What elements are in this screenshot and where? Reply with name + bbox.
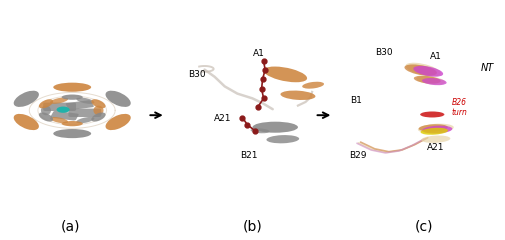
Text: (a): (a) (61, 220, 80, 234)
Text: B29: B29 (349, 151, 366, 161)
FancyBboxPatch shape (43, 102, 76, 111)
Ellipse shape (39, 113, 53, 122)
Ellipse shape (106, 114, 131, 130)
Ellipse shape (53, 129, 91, 138)
Ellipse shape (413, 66, 443, 77)
Ellipse shape (264, 66, 307, 82)
Ellipse shape (280, 90, 316, 100)
Text: A1: A1 (430, 52, 442, 61)
Ellipse shape (76, 117, 94, 123)
Ellipse shape (250, 128, 270, 133)
Ellipse shape (53, 83, 91, 92)
Ellipse shape (414, 76, 441, 84)
Ellipse shape (406, 63, 441, 77)
Ellipse shape (267, 135, 299, 143)
Ellipse shape (419, 124, 448, 132)
Ellipse shape (421, 128, 448, 135)
Ellipse shape (41, 106, 51, 115)
Ellipse shape (405, 65, 437, 76)
Ellipse shape (302, 82, 324, 89)
Ellipse shape (50, 97, 68, 104)
Text: A21: A21 (427, 143, 444, 152)
Ellipse shape (93, 106, 104, 115)
Ellipse shape (420, 111, 444, 117)
FancyBboxPatch shape (50, 111, 79, 120)
Text: NT: NT (481, 63, 494, 73)
Ellipse shape (422, 126, 452, 133)
Text: A21: A21 (214, 114, 231, 123)
Ellipse shape (416, 76, 445, 85)
Text: B26
turn: B26 turn (451, 98, 468, 117)
Ellipse shape (421, 136, 450, 143)
Ellipse shape (422, 78, 446, 85)
Text: B30: B30 (188, 70, 206, 79)
Ellipse shape (14, 114, 39, 130)
Ellipse shape (418, 124, 454, 133)
Ellipse shape (14, 91, 39, 107)
Ellipse shape (50, 117, 68, 123)
Ellipse shape (76, 97, 94, 104)
Text: B21: B21 (240, 151, 257, 161)
Ellipse shape (91, 113, 106, 122)
Ellipse shape (106, 91, 131, 107)
Text: A1: A1 (252, 49, 265, 59)
Text: (b): (b) (242, 220, 263, 234)
Text: B1: B1 (350, 96, 362, 105)
Ellipse shape (91, 99, 106, 108)
Ellipse shape (39, 99, 53, 108)
Ellipse shape (62, 121, 83, 126)
Ellipse shape (62, 95, 83, 100)
Circle shape (57, 107, 70, 113)
Text: B30: B30 (375, 48, 392, 57)
Text: (c): (c) (415, 220, 433, 234)
FancyBboxPatch shape (66, 100, 94, 110)
FancyBboxPatch shape (68, 108, 101, 117)
Ellipse shape (252, 122, 298, 133)
